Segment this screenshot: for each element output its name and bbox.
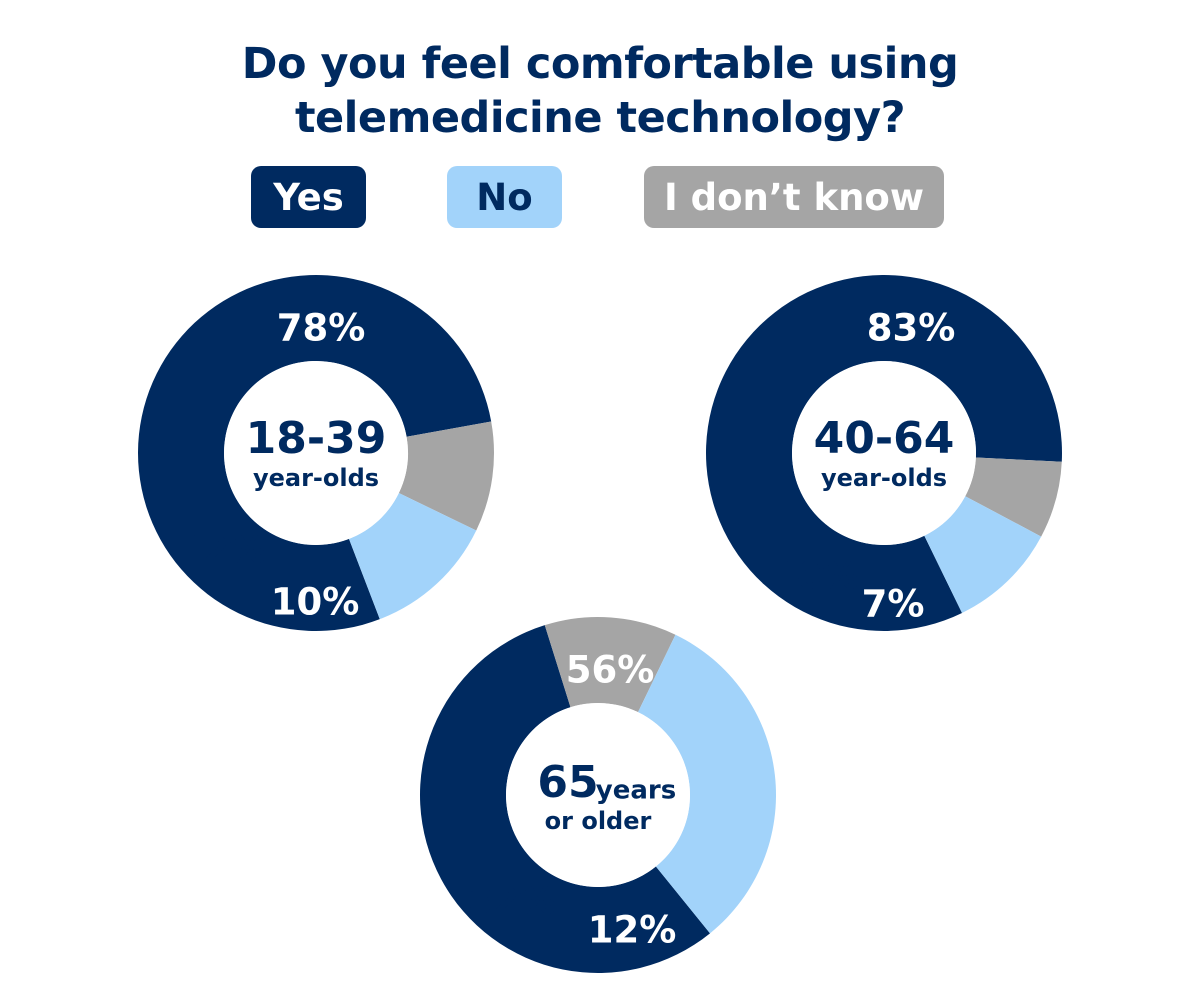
data-label-no: 32% (468, 880, 557, 923)
group-label-main: 65 (537, 757, 598, 808)
group-label-sub: year-olds (821, 464, 947, 492)
data-label-dont-know: 12% (588, 909, 677, 952)
donut-hole (224, 361, 408, 545)
group-label-main: 18-39 (246, 413, 387, 464)
donut-hole (506, 703, 690, 887)
group-label-sub: year-olds (253, 464, 379, 492)
data-label-yes: 78% (277, 307, 366, 350)
group-label-main: 40-64 (814, 413, 955, 464)
slice-yes (420, 625, 711, 973)
data-label-dont-know: 7% (862, 583, 925, 626)
data-label-no: 10% (771, 555, 860, 598)
group-label-inline: years (596, 776, 676, 806)
slice-no (348, 493, 477, 620)
chart-title-line-1: Do you feel comfortable using (241, 39, 959, 89)
legend-item-yes: Yes (251, 166, 366, 228)
data-label-yes: 56% (566, 649, 655, 692)
slice-yes (706, 275, 1062, 632)
slice-no (638, 634, 776, 934)
legend-item-no: No (447, 166, 562, 228)
slice-dont-know (544, 617, 676, 713)
donut-hole (792, 361, 976, 545)
slice-dont-know (398, 421, 495, 531)
chart-title-line-2: telemedicine technology? (294, 93, 906, 143)
data-label-yes: 83% (867, 307, 956, 350)
group-label-sub: or older (545, 807, 652, 835)
data-label-no: 12% (178, 529, 267, 572)
slice-dont-know (965, 457, 1062, 537)
legend-item-dont-know: I don’t know (644, 166, 944, 228)
data-label-dont-know: 10% (271, 581, 360, 624)
slice-yes (138, 274, 492, 631)
slice-no (924, 496, 1042, 613)
